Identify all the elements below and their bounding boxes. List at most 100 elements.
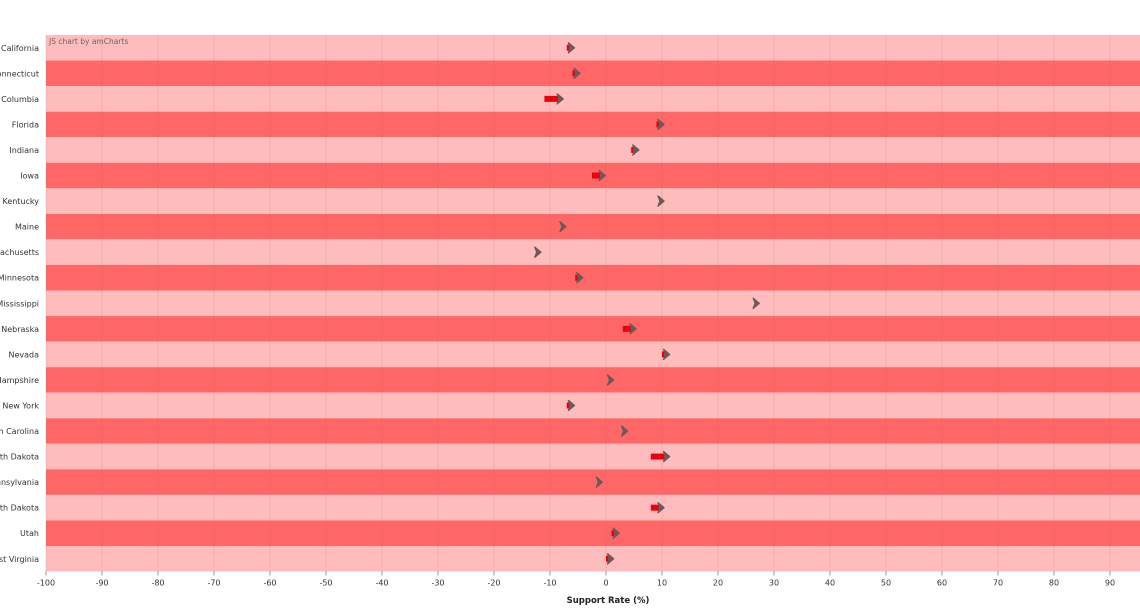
chart-credit[interactable]: JS chart by amCharts [48,37,128,46]
tick-label: -60 [263,579,276,588]
category-label: f Columbia [0,95,39,104]
arrow-shaft [650,453,665,460]
arrow-head [620,425,629,437]
arrow-marker [622,323,637,335]
arrow-marker [606,374,615,386]
row-band [46,392,1140,419]
arrow-marker [752,297,760,309]
arrow-marker [631,144,640,156]
arrow-shaft [544,95,559,102]
arrow-marker [575,272,584,284]
row-band [46,60,1140,87]
category-axis: California Connecticut f Columbia Florida In… [0,44,39,564]
category-label: Utah [20,529,39,538]
tick-label: 50 [881,579,891,588]
arrow-marker [662,348,671,361]
category-label: Connecticut [0,69,39,78]
category-label: Nevada [8,350,39,359]
arrow-marker [620,425,629,437]
category-label: Hampshire [0,376,39,385]
arrow-head [595,476,604,488]
row-band [46,418,1140,444]
row-band [46,264,1140,291]
arrow-markers [534,42,760,565]
arrow-marker [606,553,615,565]
arrow-marker [595,476,604,488]
tick-label: -50 [319,579,332,588]
arrow-marker [650,501,665,514]
arrow-head [752,297,760,309]
arrow-marker [566,42,576,54]
row-band [46,213,1140,240]
tick-label: 0 [603,579,608,588]
category-label: Nebraska [1,325,39,334]
value-axis: -100 -90 -80 -70 -60 -50 -40 -30 -20 -10 0 10 20 30 40… [37,571,1115,588]
row-band [46,443,1140,470]
arrow-shaft [631,146,634,153]
row-band [46,494,1140,521]
category-label: Minnesota [0,274,39,283]
tick-label: 10 [657,579,667,588]
row-band [46,316,1140,342]
arrow-head [657,501,665,514]
row-band [46,546,1140,572]
category-label: California [1,44,39,53]
tick-label: -20 [487,579,500,588]
row-band [46,520,1140,546]
row-band [46,188,1140,214]
tick-label: 30 [769,579,779,588]
arrow-head [629,323,637,335]
arrow-marker [657,195,665,207]
arrow-shaft [611,530,615,537]
row-band [46,239,1140,265]
arrow-shaft [650,504,659,511]
arrow-head [632,144,640,156]
category-label: Mississippi [0,299,39,308]
category-label: uth Dakota [0,504,39,513]
category-label: Indiana [9,146,39,155]
x-axis-title: Support Rate (%) [567,596,650,606]
arrow-head [662,348,671,361]
arrow-marker [544,93,564,105]
category-label: New York [2,401,39,410]
arrow-head [612,527,620,539]
tick-label: -100 [37,579,55,588]
tick-label: -40 [375,579,388,588]
arrow-head [567,42,576,54]
arrow-head [576,272,584,284]
arrow-head [567,399,576,412]
arrow-head [598,169,606,182]
arrow-shaft [566,44,570,51]
tick-label: -80 [151,579,164,588]
arrow-head [606,553,615,565]
tick-label: 90 [1105,579,1115,588]
arrow-marker [656,118,665,131]
arrow-marker [534,246,542,258]
arrow-shaft [606,555,609,562]
arrow-shaft [662,351,665,358]
arrow-head [657,195,665,207]
arrow-shaft [566,402,570,409]
arrow-marker [566,399,576,412]
tick-label: -10 [543,579,556,588]
row-band [46,137,1140,163]
row-band [46,469,1140,495]
arrow-head [534,246,542,258]
category-label: Maine [15,223,39,232]
arrow-shaft [575,274,578,281]
row-bands [46,35,1140,572]
arrow-head [606,374,615,386]
tick-label: 20 [713,579,723,588]
tick-label: 70 [993,579,1003,588]
tick-label: -70 [207,579,220,588]
arrow-marker [592,169,606,182]
arrow-head [573,67,581,80]
arrow-head [556,93,564,105]
arrow-shaft [572,70,575,77]
arrow-head [657,118,665,131]
row-band [46,367,1140,393]
arrow-head [559,220,567,233]
arrow-head [662,450,671,463]
row-band [46,290,1140,317]
